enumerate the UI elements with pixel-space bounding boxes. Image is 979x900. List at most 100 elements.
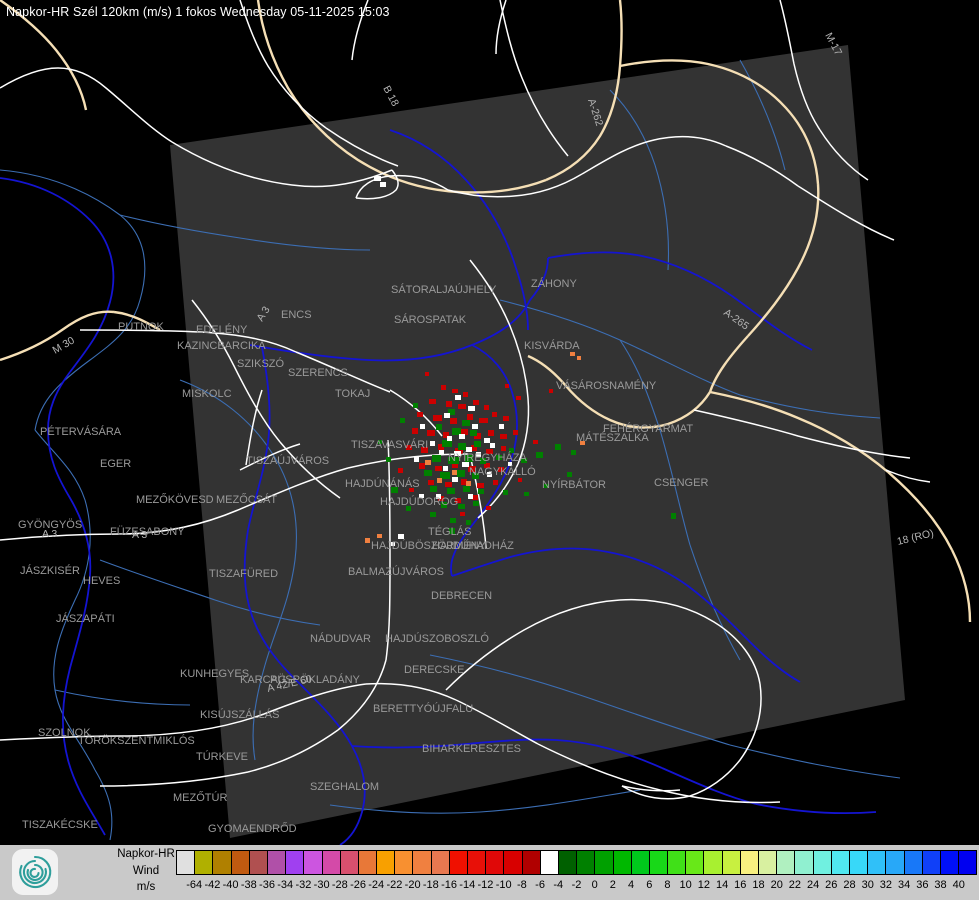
color-swatch[interactable] (831, 851, 850, 874)
color-swatch[interactable] (431, 851, 450, 874)
color-swatch[interactable] (195, 851, 214, 874)
color-swatch[interactable] (558, 851, 578, 874)
color-swatch[interactable] (267, 851, 287, 874)
legend-product-name: Napkor-HR (117, 848, 175, 860)
color-bar-tick: -42 (204, 879, 221, 891)
color-swatch[interactable] (795, 851, 814, 874)
radar-map-canvas[interactable]: PUTNOK EDELÉNY KAZINCBARCIKA SZIKSZÓ SZERENC… (0, 0, 979, 845)
city-label: MEZŐKÖVESD (136, 492, 214, 506)
color-swatch[interactable] (704, 851, 723, 874)
color-swatch[interactable] (759, 851, 778, 874)
color-swatch[interactable] (231, 851, 250, 874)
color-bar-tick: 32 (879, 879, 893, 891)
color-swatch[interactable] (777, 851, 796, 874)
color-scale-legend: Napkor-HR Wind m/s -64 -42 -40 -38 -36 -34 -32… (0, 845, 979, 900)
color-swatch[interactable] (649, 851, 669, 874)
color-swatch[interactable] (904, 851, 923, 874)
color-bar-tick: 40 (952, 879, 965, 891)
color-bar-tick: -16 (441, 879, 457, 891)
city-label: HAJDÚSZOBOSZLÓ (385, 632, 489, 645)
city-label: SÁTORALJAÚJHELY (391, 283, 497, 296)
color-bar-tick: -30 (313, 879, 330, 891)
legend-quantity-name: Wind (132, 864, 160, 877)
color-swatch[interactable] (613, 851, 632, 874)
city-label: TISZAVASVÁRI (351, 438, 428, 451)
city-label: MEZŐCSÁT (216, 492, 277, 506)
city-label: KAZINCBARCIKA (177, 340, 266, 352)
color-swatch[interactable] (540, 851, 559, 874)
color-swatch[interactable] (358, 851, 378, 874)
city-label: GYÖNGYÖS (18, 519, 82, 531)
color-swatch[interactable] (722, 851, 741, 874)
color-swatch[interactable] (395, 851, 414, 874)
color-swatch[interactable] (213, 851, 232, 874)
city-label: FÜZESABONY (110, 526, 185, 538)
color-swatch[interactable] (940, 851, 960, 874)
color-swatch[interactable] (868, 851, 887, 874)
color-bar-tick: -2 (571, 879, 582, 891)
color-swatch[interactable] (922, 851, 941, 874)
color-swatch[interactable] (449, 851, 468, 874)
color-swatch[interactable] (813, 851, 832, 874)
color-swatch[interactable] (668, 851, 687, 874)
city-label: SÁROSPATAK (394, 313, 467, 326)
city-label: HAJDÚHADHÁZ (432, 539, 514, 552)
color-swatch[interactable] (468, 851, 487, 874)
color-bar-wrapper[interactable]: -64 -42 -40 -38 -36 -34 -32 -30 -28 -26 -24 -22 -20-… (176, 850, 977, 898)
color-bar-tick: 0 (591, 879, 598, 891)
city-label: KISVÁRDA (524, 339, 580, 352)
city-label-layer: PUTNOK EDELÉNY KAZINCBARCIKA SZIKSZÓSZERENC… (18, 277, 708, 835)
city-label: KARCAG (240, 674, 286, 686)
color-swatch[interactable] (286, 851, 305, 874)
color-swatch[interactable] (522, 851, 541, 874)
color-swatch[interactable] (340, 851, 359, 874)
city-label: TÉGLÁS (428, 525, 471, 538)
city-label: CSENGER (654, 477, 708, 489)
city-label: SZIKSZÓ (237, 357, 285, 370)
city-label: FEHÉRGYARMAT (603, 422, 693, 435)
color-swatch[interactable] (504, 851, 523, 874)
color-swatch[interactable] (849, 851, 869, 874)
color-swatch[interactable] (959, 851, 977, 874)
city-label: NYÍREGYHÁZA (448, 451, 528, 464)
color-bar-tick: -38 (240, 879, 257, 891)
color-swatch[interactable] (577, 851, 596, 874)
color-swatch[interactable] (413, 851, 432, 874)
color-swatch[interactable] (595, 851, 614, 874)
color-swatch[interactable] (304, 851, 323, 874)
color-swatch[interactable] (486, 851, 505, 874)
color-bar-tick: 4 (628, 879, 635, 891)
color-swatch[interactable] (322, 851, 341, 874)
color-swatch[interactable] (886, 851, 905, 874)
legend-unit: m/s (136, 881, 156, 894)
color-bar-tick: 14 (715, 879, 729, 891)
city-label: TÚRKEVE (196, 750, 248, 763)
color-bar-tick: 24 (806, 879, 820, 891)
city-label: SZOLNOK (38, 727, 91, 739)
color-bar-tick: 26 (825, 879, 838, 891)
color-swatch[interactable] (177, 851, 196, 874)
city-label: PÉTERVÁSÁRA (40, 425, 122, 438)
city-label: DERECSKE (404, 664, 465, 676)
color-swatch[interactable] (631, 851, 650, 874)
page-title: Napkor-HR Szél 120km (m/s) 1 fokos Wedne… (6, 5, 390, 19)
color-swatch[interactable] (686, 851, 705, 874)
city-label: TÖRÖKSZENTMIKLÓS (78, 734, 195, 747)
color-swatch[interactable] (377, 851, 396, 874)
color-bar-tick: 30 (861, 879, 874, 891)
color-swatch[interactable] (740, 851, 759, 874)
city-label: EGER (100, 458, 131, 470)
color-bar-tick: 34 (897, 879, 911, 891)
color-bar-tick: 22 (788, 879, 802, 891)
color-bar-tick: -32 (295, 879, 312, 891)
city-label: JÁSZAPÁTI (56, 612, 115, 625)
color-bar-tick: 20 (770, 879, 783, 891)
color-bar-tick: -20 (404, 879, 421, 891)
city-label: PUTNOK (118, 321, 165, 333)
city-label: DEBRECEN (431, 590, 492, 602)
city-label: GYOMAENDRŐD (208, 821, 297, 835)
color-swatch[interactable] (249, 851, 268, 874)
city-label: MÁTÉSZALKA (576, 431, 649, 444)
color-bar[interactable] (176, 850, 977, 875)
